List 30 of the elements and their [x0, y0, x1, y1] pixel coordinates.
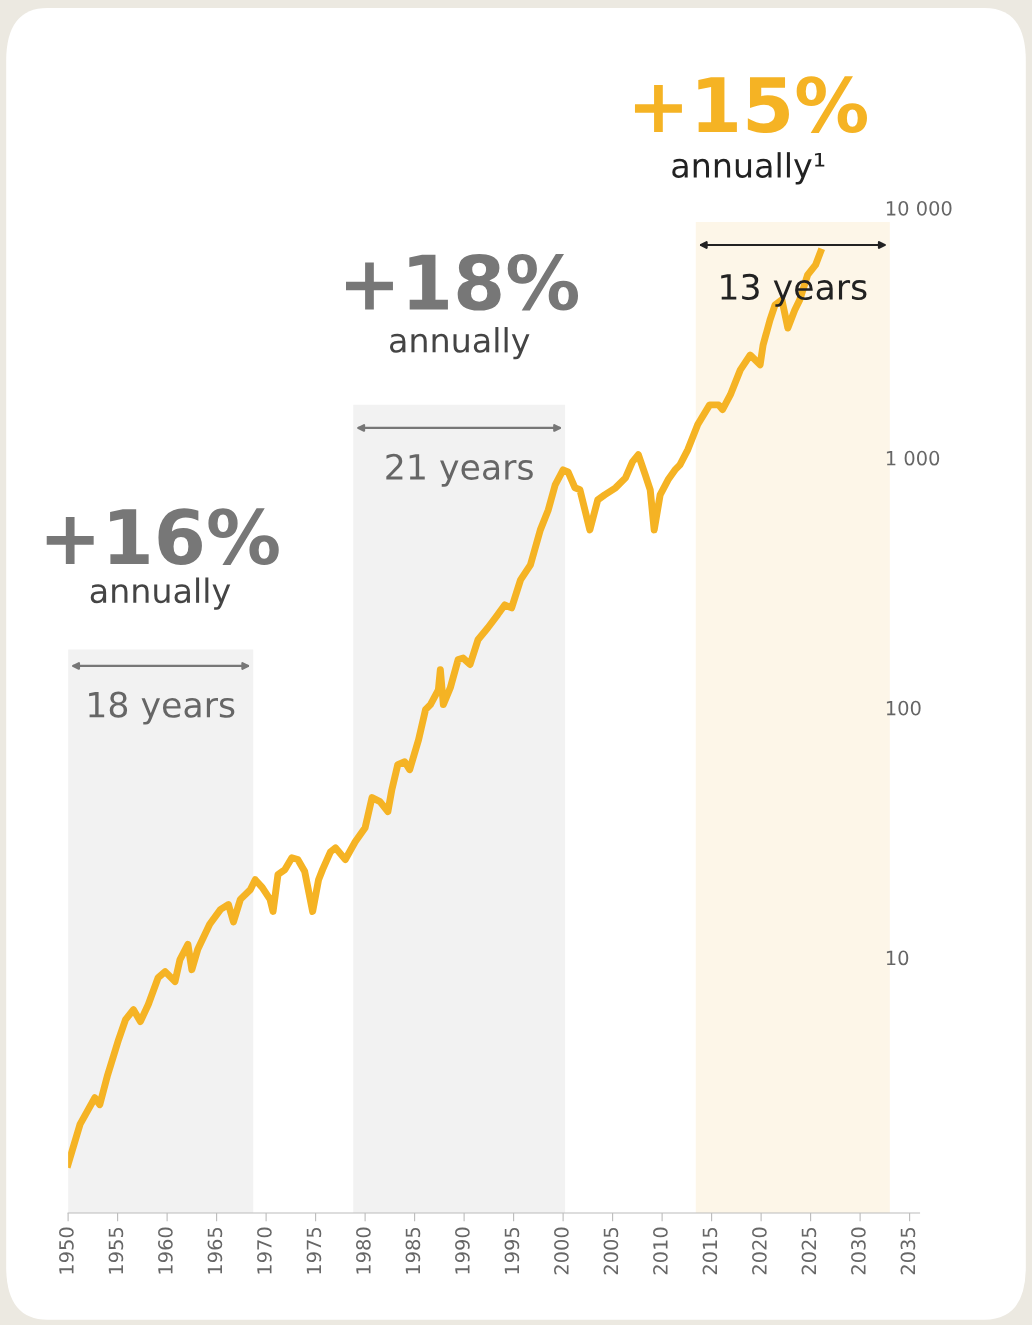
x-tick-label: 1990	[455, 1227, 470, 1274]
x-tick-label: 1995	[504, 1227, 520, 1274]
y-tick-label: 10	[886, 950, 909, 966]
band-label: 18 years	[89, 691, 235, 725]
x-tick-label: 2035	[900, 1227, 916, 1275]
x-tick-label: 1955	[108, 1227, 124, 1274]
x-tick-label: 2020	[752, 1227, 767, 1275]
y-tick-label: 100	[886, 700, 921, 716]
x-tick-label: 1975	[306, 1227, 322, 1274]
text: annually¹	[672, 152, 825, 185]
x-tick-label: 2030	[851, 1227, 866, 1275]
x-tick-label: 2015	[702, 1227, 718, 1275]
x-tick-label: 1965	[207, 1227, 223, 1274]
y-tick-label: 1 000	[886, 450, 940, 466]
x-tick-label: 2010	[653, 1227, 668, 1275]
x-tick-label: 2000	[554, 1227, 569, 1275]
annotation: annually	[390, 327, 530, 360]
band-label: 21 years	[386, 453, 533, 487]
x-tick-label: 1970	[257, 1227, 272, 1274]
x-tick-label: 1960	[158, 1227, 173, 1274]
x-tick-label: 2005	[603, 1227, 619, 1275]
x-tick-label: 1980	[356, 1227, 371, 1274]
annotation: +18%	[346, 253, 579, 311]
x-tick-label: 1985	[405, 1227, 421, 1274]
annotation: annually	[90, 577, 231, 610]
y-tick-label: 10 000	[886, 200, 952, 216]
text: +15%	[634, 76, 867, 134]
x-tick-label: 2025	[801, 1227, 817, 1275]
x-tick-label: 1950	[59, 1227, 74, 1274]
annotation: +16%	[46, 508, 279, 566]
